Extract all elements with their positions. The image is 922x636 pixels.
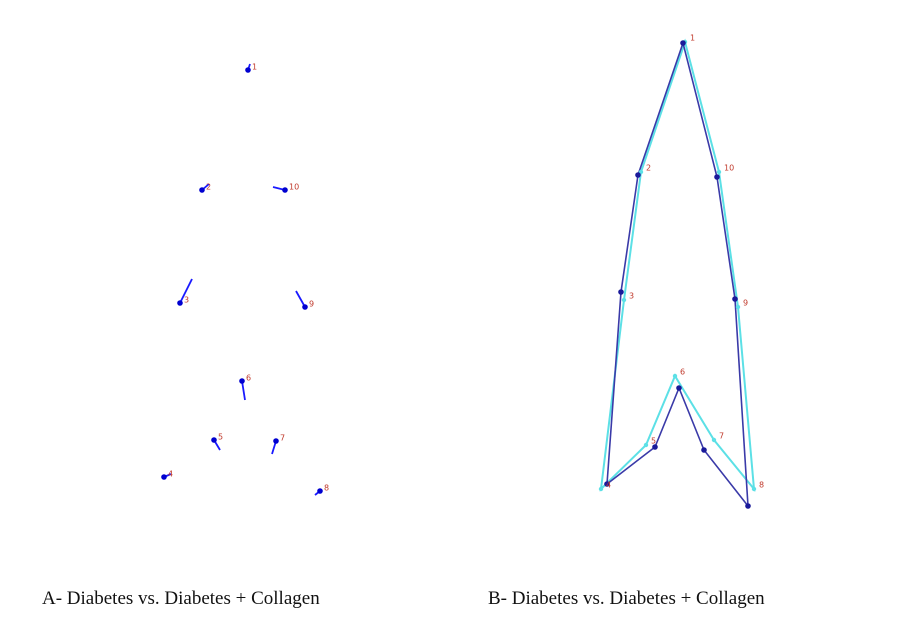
landmark-reference [643, 442, 649, 448]
landmark-label: 4 [168, 470, 173, 479]
landmark [239, 378, 245, 384]
landmark-target [714, 174, 720, 180]
caption-b: B- Diabetes vs. Diabetes + Collagen [488, 588, 765, 609]
landmark-label: 7 [719, 432, 724, 441]
landmark-label: 2 [206, 183, 211, 192]
landmark-label: 3 [184, 296, 189, 305]
landmark-target [701, 447, 707, 453]
landmark-label: 2 [646, 164, 651, 173]
landmark-label: 3 [629, 292, 634, 301]
landmark-target [652, 444, 658, 450]
landmark-label: 5 [218, 433, 223, 442]
landmark-label: 9 [743, 299, 748, 308]
landmark-target [680, 40, 686, 46]
landmark-label: 8 [324, 484, 329, 493]
landmark-reference [711, 437, 717, 443]
landmark-reference [751, 486, 757, 492]
landmark-target [745, 503, 751, 509]
landmark-reference [716, 169, 722, 175]
landmark [317, 488, 323, 494]
panel-a: 1 2 3 4 5 6 7 8 9 10 [161, 63, 329, 496]
displacement-vector [241, 380, 246, 401]
displacement-vector [295, 290, 306, 308]
landmark-reference [672, 373, 678, 379]
landmark [161, 474, 167, 480]
landmark-label: 7 [280, 434, 285, 443]
landmark-target [676, 385, 682, 391]
landmark-reference [598, 486, 604, 492]
landmark [211, 437, 217, 443]
landmark-target [635, 172, 641, 178]
landmark-label: 6 [680, 368, 685, 377]
landmark-target [618, 289, 624, 295]
landmark-label: 10 [724, 164, 734, 173]
panel-b: 1 2 3 4 5 6 7 8 9 10 [598, 34, 764, 509]
caption-a: A- Diabetes vs. Diabetes + Collagen [42, 588, 320, 609]
landmark-label: 5 [651, 437, 656, 446]
displacement-vector [179, 278, 193, 304]
landmark [282, 187, 288, 193]
landmark-reference [621, 297, 627, 303]
landmark [245, 67, 251, 73]
landmark-target [604, 481, 610, 487]
landmark [273, 438, 279, 444]
landmark-label: 10 [289, 183, 299, 192]
landmark [302, 304, 308, 310]
landmark-label: 6 [246, 374, 251, 383]
landmark-label: 8 [759, 481, 764, 490]
landmark-reference [735, 304, 741, 310]
landmark-target [732, 296, 738, 302]
landmark-label: 1 [690, 34, 695, 43]
landmark-label: 9 [309, 300, 314, 309]
landmark-label: 4 [606, 481, 611, 490]
landmark [199, 187, 205, 193]
landmark-label: 1 [252, 63, 257, 72]
landmark [177, 300, 183, 306]
